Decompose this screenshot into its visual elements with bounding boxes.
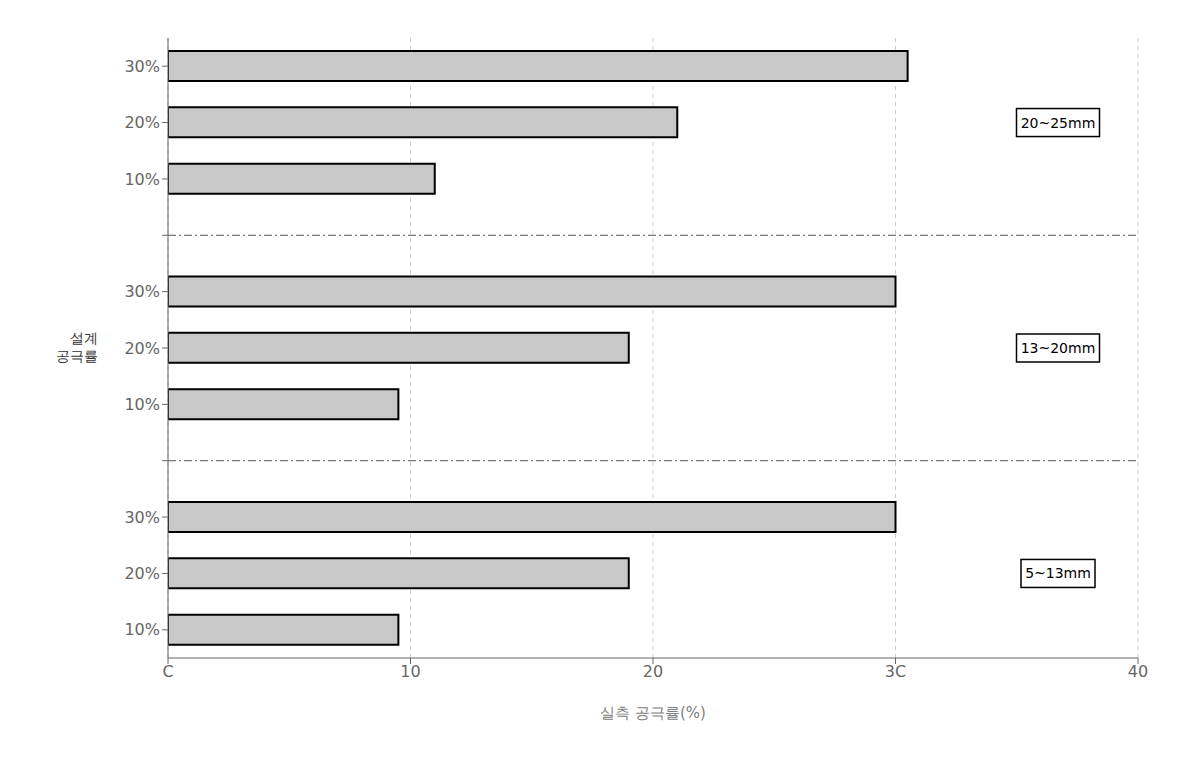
svg-text:40: 40 bbox=[1128, 662, 1148, 681]
svg-text:30%: 30% bbox=[124, 57, 160, 76]
svg-text:30%: 30% bbox=[124, 282, 160, 301]
svg-text:13~20mm: 13~20mm bbox=[1021, 340, 1096, 356]
svg-text:10%: 10% bbox=[124, 170, 160, 189]
svg-text:30%: 30% bbox=[124, 508, 160, 527]
svg-text:20%: 20% bbox=[124, 564, 160, 583]
svg-text:10%: 10% bbox=[124, 395, 160, 414]
svg-text:5~13mm: 5~13mm bbox=[1025, 565, 1091, 581]
svg-text:C: C bbox=[162, 662, 173, 681]
svg-text:20: 20 bbox=[643, 662, 663, 681]
svg-text:3C: 3C bbox=[885, 662, 906, 681]
svg-text:설계공극률: 설계공극률 bbox=[56, 330, 98, 364]
svg-text:10: 10 bbox=[400, 662, 420, 681]
svg-text:20%: 20% bbox=[124, 113, 160, 132]
svg-text:20%: 20% bbox=[124, 339, 160, 358]
svg-text:10%: 10% bbox=[124, 620, 160, 639]
svg-text:실측 공극률(%): 실측 공극률(%) bbox=[600, 704, 706, 722]
svg-text:20~25mm: 20~25mm bbox=[1021, 115, 1096, 131]
